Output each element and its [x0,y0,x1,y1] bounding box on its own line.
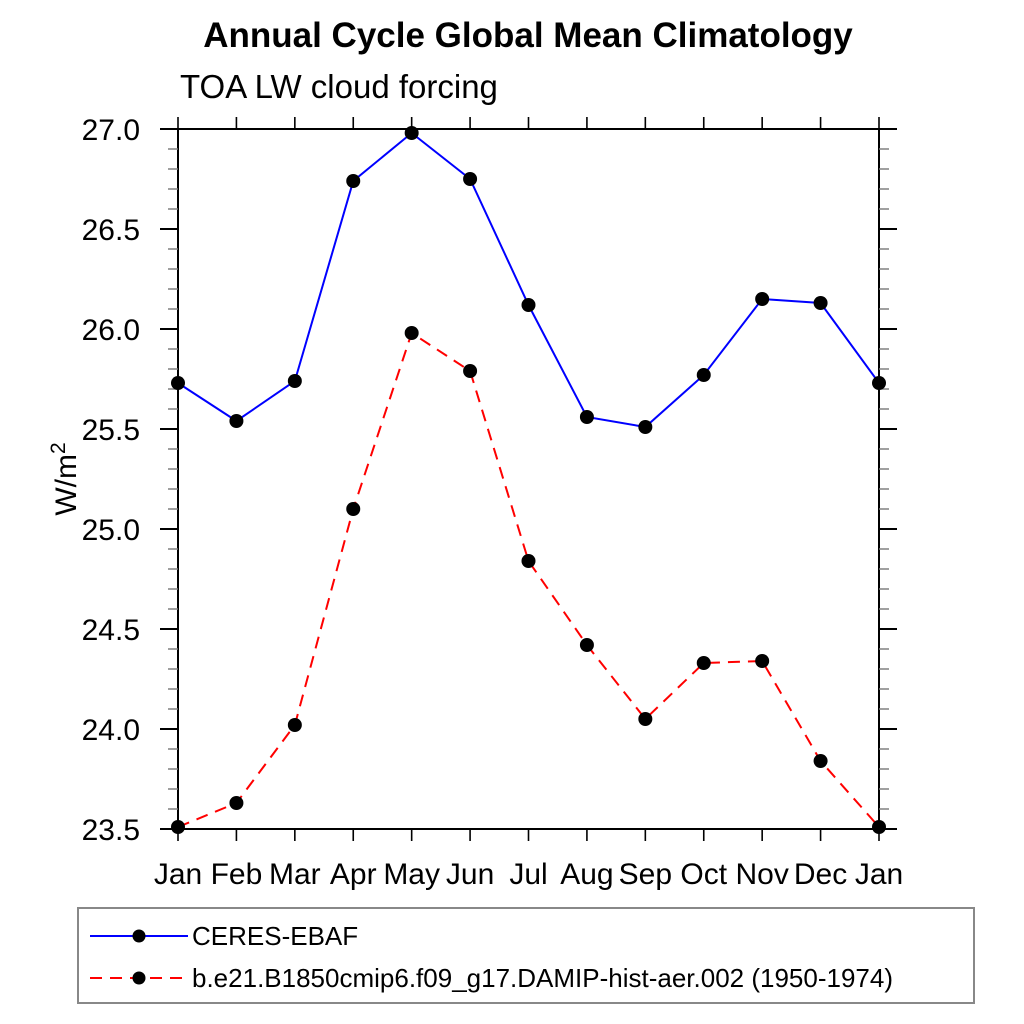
y-axis-label-superscript: 2 [47,442,70,454]
y-tick-label: 27.0 [82,114,140,147]
data-point-marker [463,364,478,378]
data-point-marker [579,410,594,424]
series-line-0 [177,131,880,429]
x-tick-label: Feb [211,858,263,891]
y-tick-label: 25.5 [82,414,140,447]
data-point-marker [463,172,478,186]
data-point-marker [696,368,711,382]
x-tick-label: Jun [446,858,494,891]
data-point-marker [287,718,302,732]
x-tick-label: Nov [735,858,788,891]
data-point-marker [872,820,886,834]
x-tick-label: Aug [560,858,613,891]
data-point-marker [755,292,770,306]
x-tick-label: Mar [269,858,321,891]
legend-label: b.e21.B1850cmip6.f09_g17.DAMIP-hist-aer.… [192,963,893,993]
y-tick-label: 25.0 [82,514,140,547]
x-tick-label: Dec [794,858,847,891]
legend-label: CERES-EBAF [192,921,358,951]
x-tick-label: Oct [680,858,727,891]
x-tick-label: May [383,858,440,891]
data-point-marker [696,656,711,670]
x-tick-label: Jan [154,858,202,891]
legend-marker [132,929,146,943]
data-point-marker [813,754,828,768]
data-point-marker [229,414,244,428]
data-point-marker [171,820,185,834]
data-point-marker [638,420,653,434]
y-tick-label: 23.5 [82,814,140,847]
x-tick-label: Jan [855,858,903,891]
legend-marker [132,971,146,985]
y-tick-label: 24.5 [82,614,140,647]
data-point-marker [171,376,185,390]
data-point-marker [521,298,536,312]
data-point-marker [229,796,244,810]
data-point-marker [579,638,594,652]
data-point-marker [638,712,653,726]
x-tick-label: Apr [330,858,377,891]
data-point-marker [346,174,361,188]
chart-subtitle: TOA LW cloud forcing [180,68,498,105]
series-line-1 [177,331,880,828]
data-point-marker [346,502,361,516]
data-point-marker [813,296,828,310]
plot-border [177,128,880,830]
data-point-marker [404,326,419,340]
data-point-marker [521,554,536,568]
data-point-marker [404,126,419,140]
data-point-marker [755,654,770,668]
y-axis-label: W/m2 [47,442,83,515]
x-tick-label: Sep [619,858,672,891]
y-axis-label-main: W/m [50,454,83,516]
chart-title: Annual Cycle Global Mean Climatology [203,16,853,55]
x-tick-label: Jul [509,858,547,891]
y-tick-label: 26.0 [82,314,140,347]
data-point-marker [287,374,302,388]
y-tick-label: 24.0 [82,714,140,747]
data-point-marker [872,376,886,390]
legend: CERES-EBAF b.e21.B1850cmip6.f09_g17.DAMIP… [77,907,975,1004]
legend-box [77,907,975,1004]
y-tick-label: 26.5 [82,214,140,247]
